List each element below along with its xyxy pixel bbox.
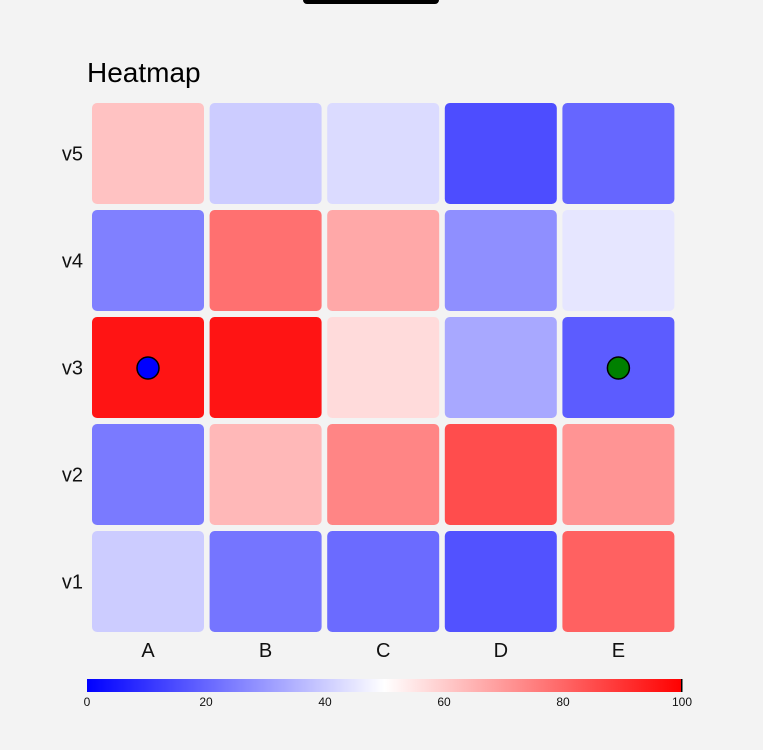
heatmap-cell-v3-B	[209, 317, 322, 418]
x-tick-label: C	[376, 640, 390, 662]
heatmap-cell-v5-D	[444, 103, 557, 204]
colorbar-tick-label: 60	[437, 695, 451, 709]
x-tick-label: B	[259, 640, 272, 662]
heatmap-cell-v4-C	[327, 210, 440, 311]
heatmap-cell-v4-E	[562, 210, 675, 311]
heatmap-cell-v2-C	[327, 424, 440, 525]
heatmap-cell-v5-B	[209, 103, 322, 204]
heatmap-cell-v2-B	[209, 424, 322, 525]
colorbar-tick-label: 100	[672, 695, 692, 709]
heatmap-cell-v4-B	[209, 210, 322, 311]
y-tick-label: v3	[62, 358, 83, 380]
heatmap-cell-v3-C	[327, 317, 440, 418]
colorbar-tick-label: 20	[199, 695, 213, 709]
heatmap-cell-v1-C	[327, 531, 440, 632]
colorbar-tick-label: 40	[318, 695, 332, 709]
top-notch	[303, 0, 439, 4]
y-tick-label: v2	[62, 465, 83, 487]
y-tick-label: v4	[62, 251, 83, 273]
heatmap-cell-v1-A	[92, 531, 204, 632]
heatmap-cell-v2-A	[92, 424, 204, 525]
y-tick-label: v1	[62, 572, 83, 594]
colorbar-edge	[681, 679, 683, 692]
heatmap-cell-v5-C	[327, 103, 440, 204]
chart-title: Heatmap	[87, 57, 201, 88]
heatmap-cell-v5-E	[562, 103, 675, 204]
heatmap-cell-v1-E	[562, 531, 675, 632]
x-tick-label: D	[494, 640, 508, 662]
heatmap-cell-v1-D	[444, 531, 557, 632]
x-tick-label: A	[141, 640, 155, 662]
heatmap-cell-v5-A	[92, 103, 204, 204]
colorbar-tick-label: 0	[84, 695, 91, 709]
heatmap-cell-v3-D	[444, 317, 557, 418]
marker-v3-A	[136, 356, 160, 380]
heatmap-cell-v1-B	[209, 531, 322, 632]
heatmap-cell-v2-E	[562, 424, 675, 525]
x-tick-label: E	[612, 640, 625, 662]
heatmap-cell-v2-D	[444, 424, 557, 525]
y-tick-label: v5	[62, 144, 83, 166]
heatmap-cell-v4-D	[444, 210, 557, 311]
colorbar-tick-label: 80	[556, 695, 570, 709]
heatmap-cell-v4-A	[92, 210, 204, 311]
colorbar	[87, 679, 682, 692]
marker-v3-E	[606, 356, 631, 380]
